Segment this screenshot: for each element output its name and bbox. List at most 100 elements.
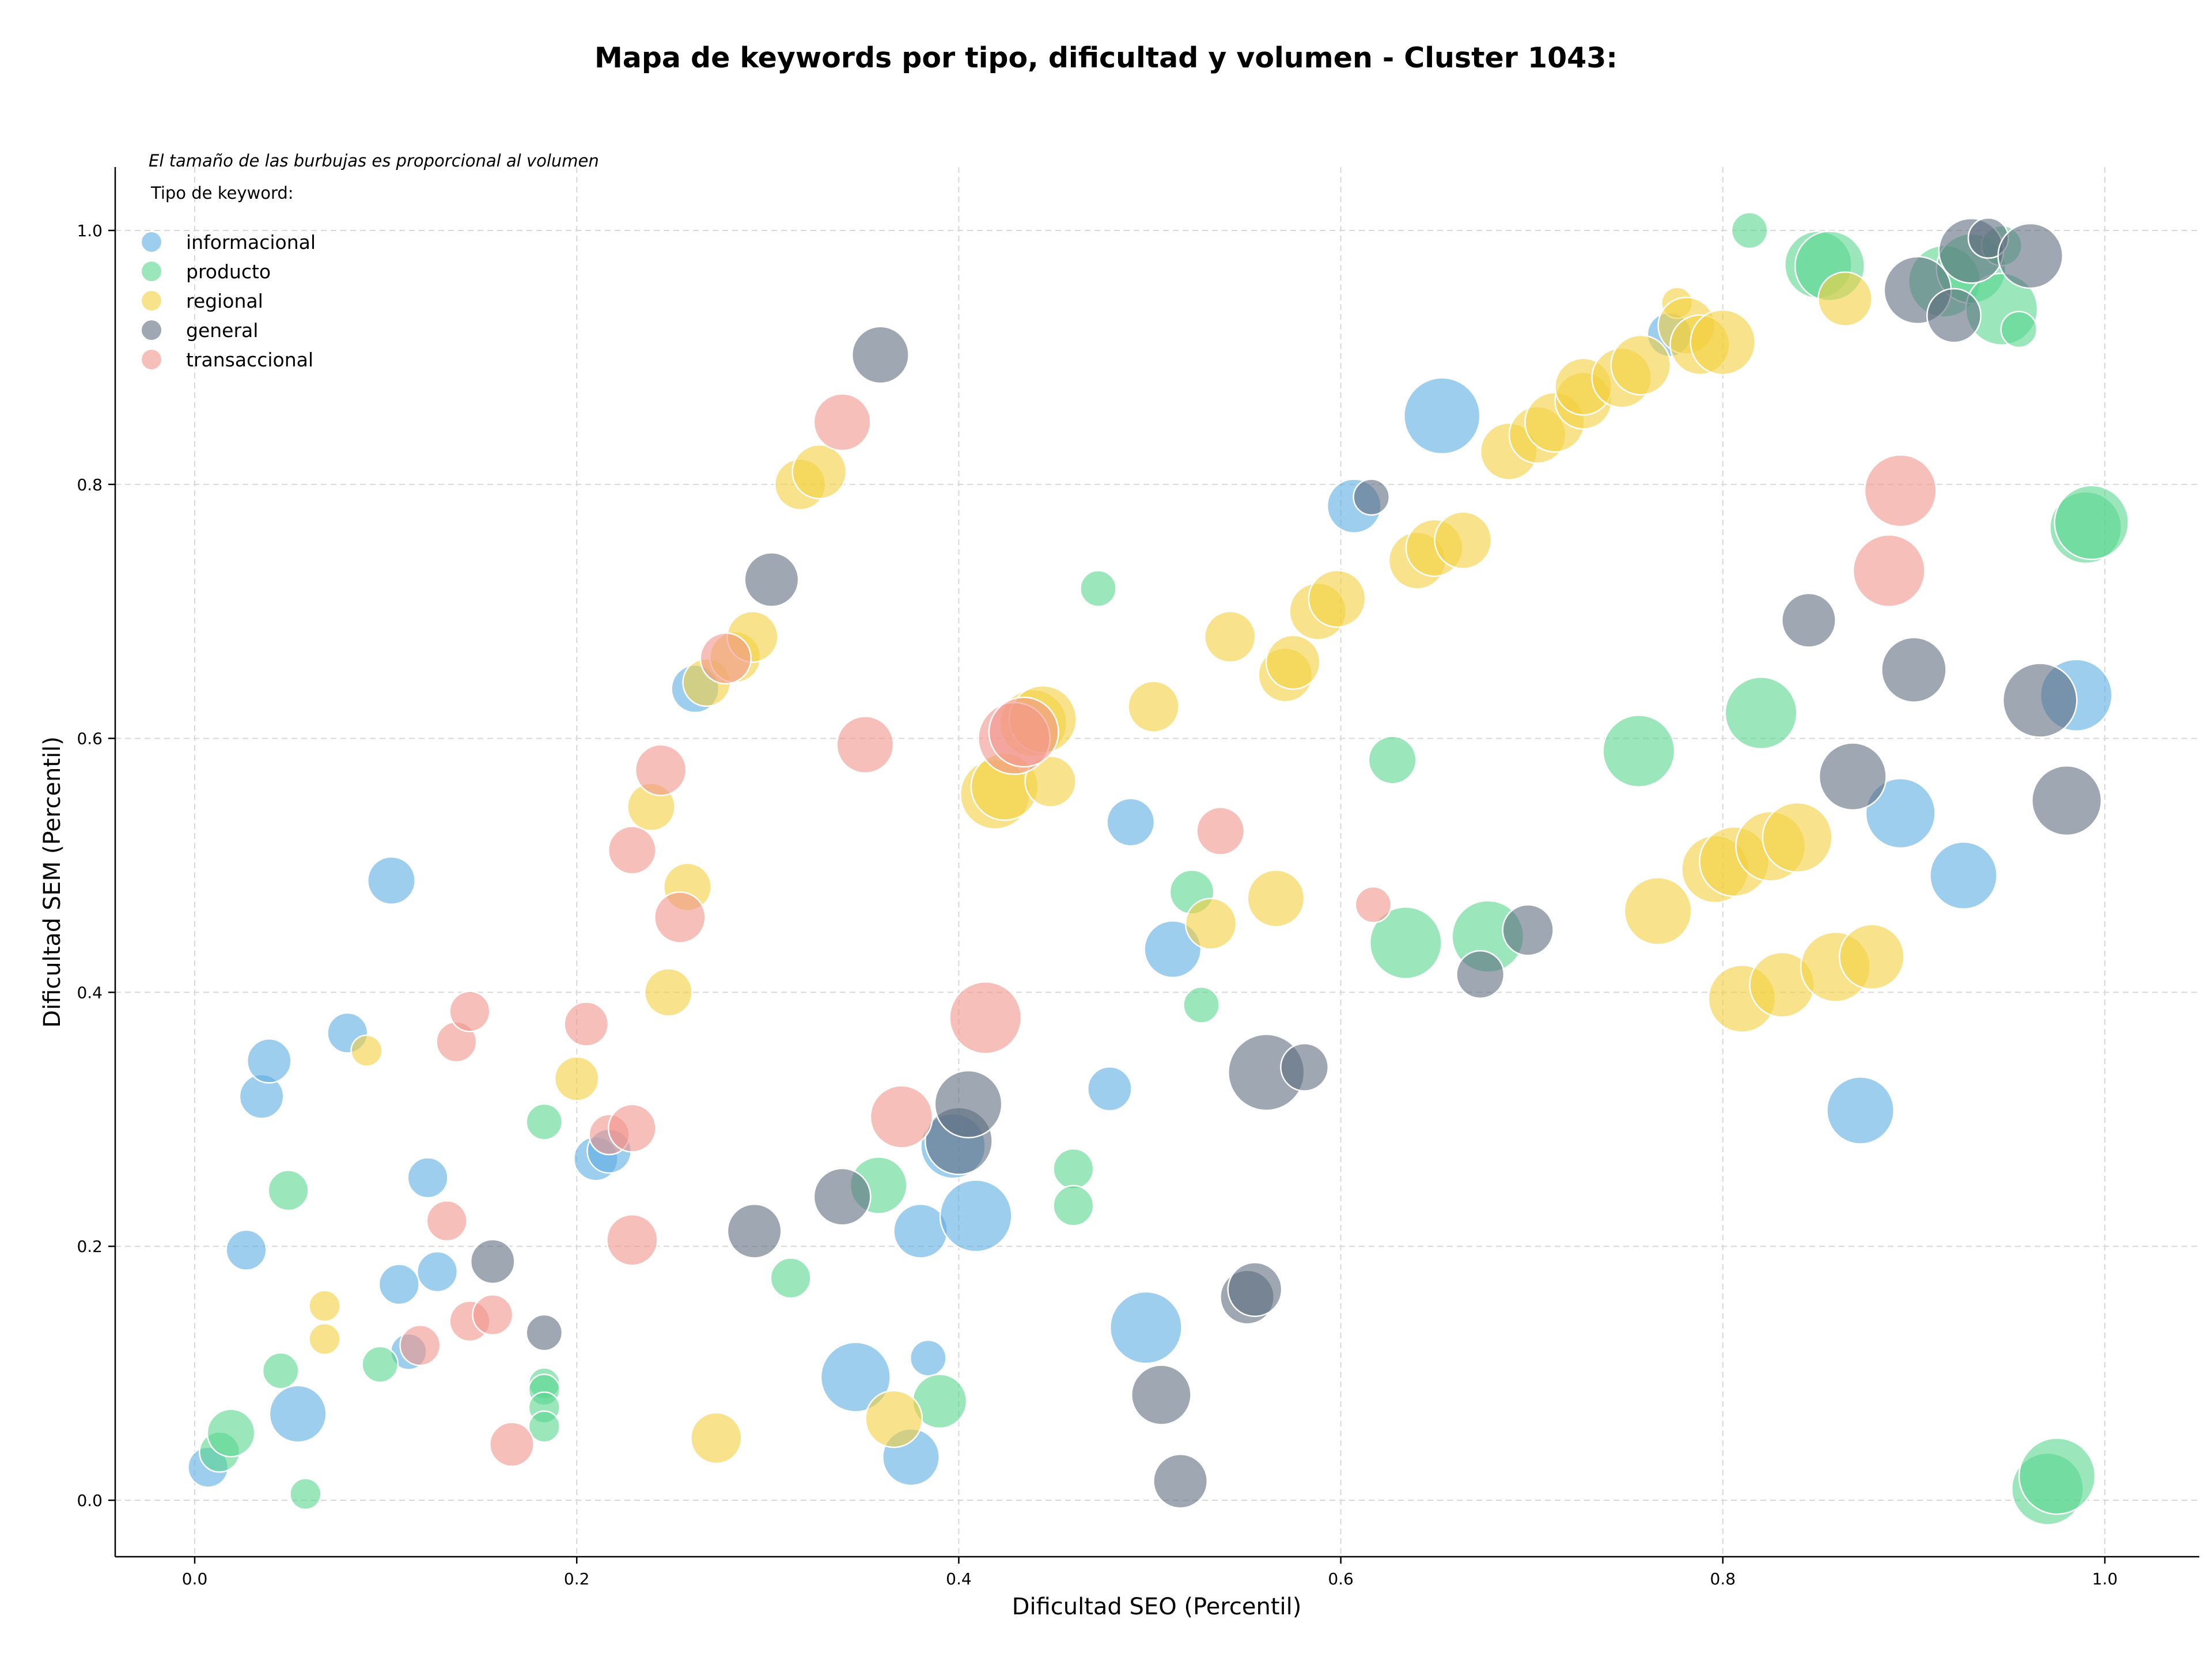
bubble-transaccional-15 <box>813 393 872 452</box>
bubble-regional-5 <box>643 967 693 1017</box>
bubble-producto-24 <box>1730 211 1768 249</box>
bubble-size-note: El tamaño de las burbujas es proporciona… <box>149 151 599 171</box>
bubble-producto-5 <box>361 1345 399 1383</box>
bubble-regional-26 <box>1308 569 1366 628</box>
y-tick-label-2: 0.4 <box>77 983 103 1002</box>
bubble-transaccional-3 <box>449 990 491 1032</box>
bubble-transaccional-23 <box>1852 534 1926 608</box>
x-tick-label-2: 0.4 <box>946 1569 972 1588</box>
bubble-transaccional-21 <box>1196 807 1245 856</box>
bubble-producto-31 <box>2000 311 2038 349</box>
bubble-informacional-28 <box>1865 778 1936 849</box>
bubble-regional-29 <box>1434 511 1493 570</box>
bubble-regional-49 <box>1817 271 1873 327</box>
bubble-producto-35 <box>2018 1437 2096 1515</box>
bubble-transaccional-9 <box>607 1103 657 1153</box>
y-tick-label-4: 0.8 <box>77 475 103 494</box>
bubble-transaccional-17 <box>869 1085 934 1149</box>
y-tick-label-3: 0.6 <box>77 729 103 748</box>
bubble-regional-36 <box>1610 334 1672 396</box>
y-axis-label: Dificultad SEM (Percentil) <box>39 736 66 1028</box>
y-tick-label-5: 1.0 <box>77 221 103 240</box>
bubble-regional-21 <box>1204 611 1256 663</box>
bubble-general-14 <box>1353 478 1391 516</box>
bubble-informacional-14 <box>820 1341 891 1413</box>
bubble-regional-24 <box>1265 634 1321 690</box>
bubble-regional-37 <box>1623 876 1692 945</box>
legend-title: Tipo de keyword: <box>150 183 294 203</box>
bubble-transaccional-1 <box>426 1200 468 1242</box>
x-axis-label: Dificultad SEO (Percentil) <box>1012 1594 1302 1620</box>
bubble-producto-3 <box>267 1170 309 1212</box>
legend-marker-informacional <box>142 232 161 252</box>
bubble-informacional-21 <box>1106 797 1156 847</box>
bubble-general-8 <box>1131 1364 1192 1425</box>
bubble-regional-18 <box>1024 755 1077 808</box>
bubble-regional-41 <box>1690 309 1756 376</box>
bubble-general-18 <box>1818 742 1887 811</box>
bubble-producto-22 <box>1602 714 1676 788</box>
legend-marker-transaccional <box>142 350 161 369</box>
bubble-informacional-19 <box>939 1179 1013 1253</box>
bubble-producto-4 <box>289 1477 322 1511</box>
chart-title: Mapa de keywords por tipo, dificultad y … <box>594 41 1618 74</box>
bubble-transaccional-5 <box>472 1294 514 1336</box>
bubble-transaccional-20 <box>988 697 1059 768</box>
bubble-transaccional-10 <box>606 1213 658 1266</box>
bubble-transaccional-0 <box>399 1325 441 1367</box>
bubble-transaccional-6 <box>489 1421 535 1467</box>
bubble-informacional-22 <box>1109 1291 1183 1364</box>
bubble-transaccional-16 <box>836 716 895 774</box>
bubble-general-1 <box>525 1314 563 1352</box>
bubble-general-4 <box>813 1167 872 1226</box>
bubble-general-15 <box>1456 950 1505 999</box>
bubble-informacional-25 <box>1403 377 1481 455</box>
bubble-regional-0 <box>308 1289 341 1322</box>
legend-label-transaccional: transaccional <box>186 349 313 371</box>
bubble-layer <box>187 211 2130 1526</box>
bubble-general-9 <box>1153 1453 1209 1509</box>
legend-marker-regional <box>142 291 161 311</box>
y-tick-label-0: 0.0 <box>77 1491 103 1510</box>
x-tick-label-3: 0.6 <box>1328 1569 1354 1588</box>
bubble-producto-18 <box>1183 986 1220 1024</box>
bubble-general-0 <box>469 1239 516 1284</box>
bubble-regional-50 <box>1839 924 1905 990</box>
bubble-transaccional-7 <box>563 1001 609 1047</box>
legend-label-producto: producto <box>186 260 271 283</box>
bubble-producto-23 <box>1724 676 1798 750</box>
legend-label-regional: regional <box>186 290 263 312</box>
bubble-general-5 <box>851 326 910 384</box>
bubble-producto-10 <box>528 1410 560 1443</box>
bubble-informacional-23 <box>1143 920 1202 978</box>
bubble-informacional-6 <box>367 856 416 905</box>
bubble-general-25 <box>2002 663 2078 738</box>
bubble-producto-16 <box>1080 570 1117 607</box>
bubble-general-19 <box>1881 637 1947 703</box>
bubble-regional-1 <box>308 1322 341 1356</box>
bubble-regional-22 <box>1247 869 1305 928</box>
tick-labels: 0.0 0.2 0.4 0.6 0.8 1.0 0.0 0.2 0.4 0.6 0.8 1.0 <box>77 221 2118 1588</box>
bubble-transaccional-13 <box>654 891 706 944</box>
bubble-general-21 <box>1926 287 1982 343</box>
x-tick-label-4: 0.8 <box>1710 1569 1736 1588</box>
bubble-producto-14 <box>1052 1148 1094 1190</box>
bubble-informacional-16 <box>893 1203 949 1259</box>
bubble-transaccional-14 <box>699 632 752 684</box>
bubble-informacional-27 <box>1826 1076 1895 1145</box>
bubble-informacional-9 <box>407 1157 449 1199</box>
bubble-general-2 <box>726 1203 782 1259</box>
bubble-general-13 <box>1280 1042 1330 1092</box>
bubble-producto-11 <box>770 1257 812 1299</box>
bubble-producto-19 <box>1368 735 1417 785</box>
bubble-producto-6 <box>525 1103 563 1141</box>
bubble-regional-8 <box>690 1412 743 1465</box>
bubble-informacional-29 <box>1929 841 1998 910</box>
y-tick-label-1: 0.2 <box>77 1237 103 1256</box>
bubble-informacional-4 <box>268 1384 327 1443</box>
bubble-general-16 <box>1502 904 1554 956</box>
bubble-regional-20 <box>1184 898 1237 950</box>
bubble-transaccional-22 <box>1354 886 1392 924</box>
legend-label-general: general <box>186 319 258 342</box>
